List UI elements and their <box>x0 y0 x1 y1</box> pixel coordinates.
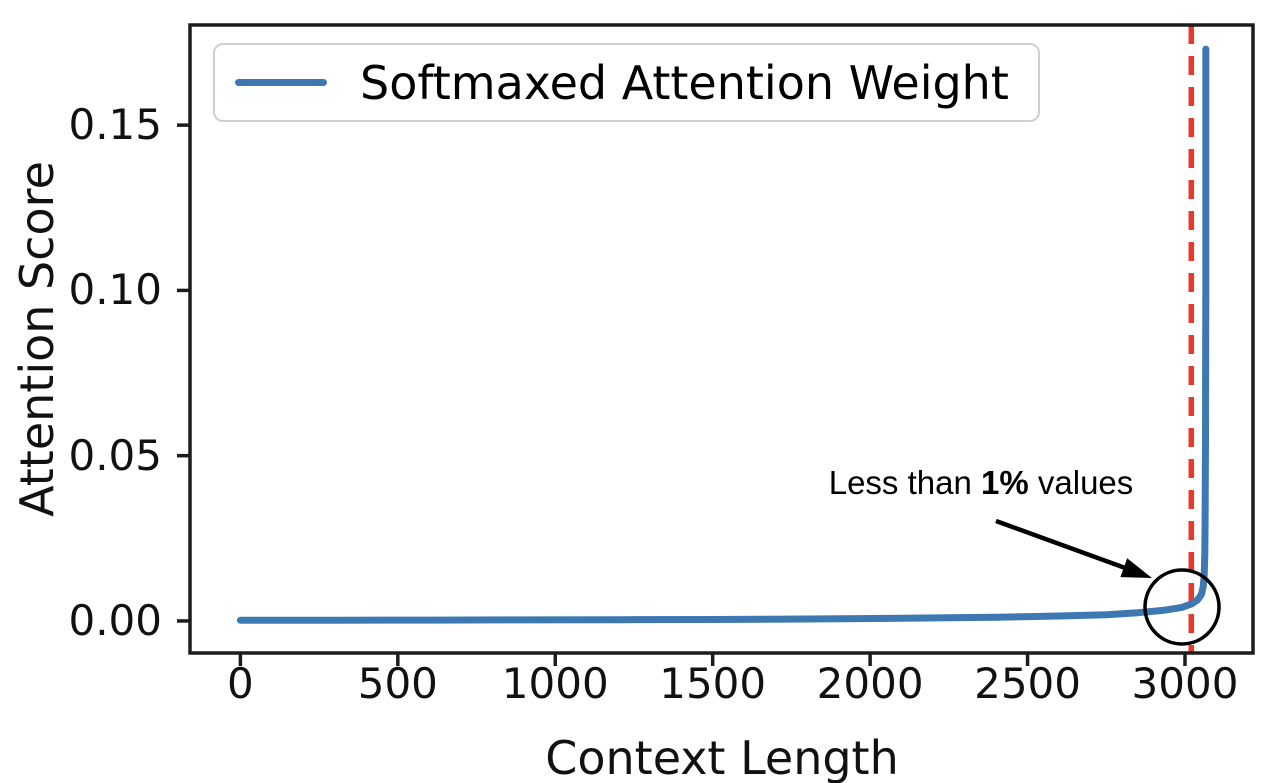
highlight-circle <box>1143 568 1221 646</box>
y-tick-label: 0.00 <box>68 595 162 645</box>
x-tick-label: 2500 <box>974 659 1081 708</box>
legend <box>213 43 1040 122</box>
y-tick-label: 0.05 <box>68 430 162 480</box>
x-tick-label: 2000 <box>816 659 924 708</box>
y-axis-label: Attention Score <box>10 161 64 517</box>
attention-weight-line <box>236 45 1210 624</box>
tick-marks <box>177 123 1187 666</box>
annotation-text-bold: 1% <box>981 464 1029 501</box>
x-tick-label: 0 <box>227 659 254 708</box>
x-axis-label: Context Length <box>545 731 899 783</box>
annotation-text: Less than 1% values <box>829 464 1134 502</box>
x-tick-label: 1500 <box>659 659 767 708</box>
plot-border <box>188 23 1255 655</box>
legend-line-sample <box>235 79 327 86</box>
annotation-arrow <box>995 518 1152 578</box>
x-tick-label: 1000 <box>501 659 609 708</box>
annotation-text-suffix: values <box>1028 464 1134 501</box>
annotation-text-prefix: Less than <box>828 464 982 501</box>
y-tick-label: 0.10 <box>68 265 162 315</box>
legend-label: Softmaxed Attention Weight <box>360 56 1009 110</box>
x-tick-label: 3000 <box>1131 659 1239 708</box>
x-tick-label: 500 <box>357 659 438 708</box>
y-tick-label: 0.15 <box>68 100 162 150</box>
